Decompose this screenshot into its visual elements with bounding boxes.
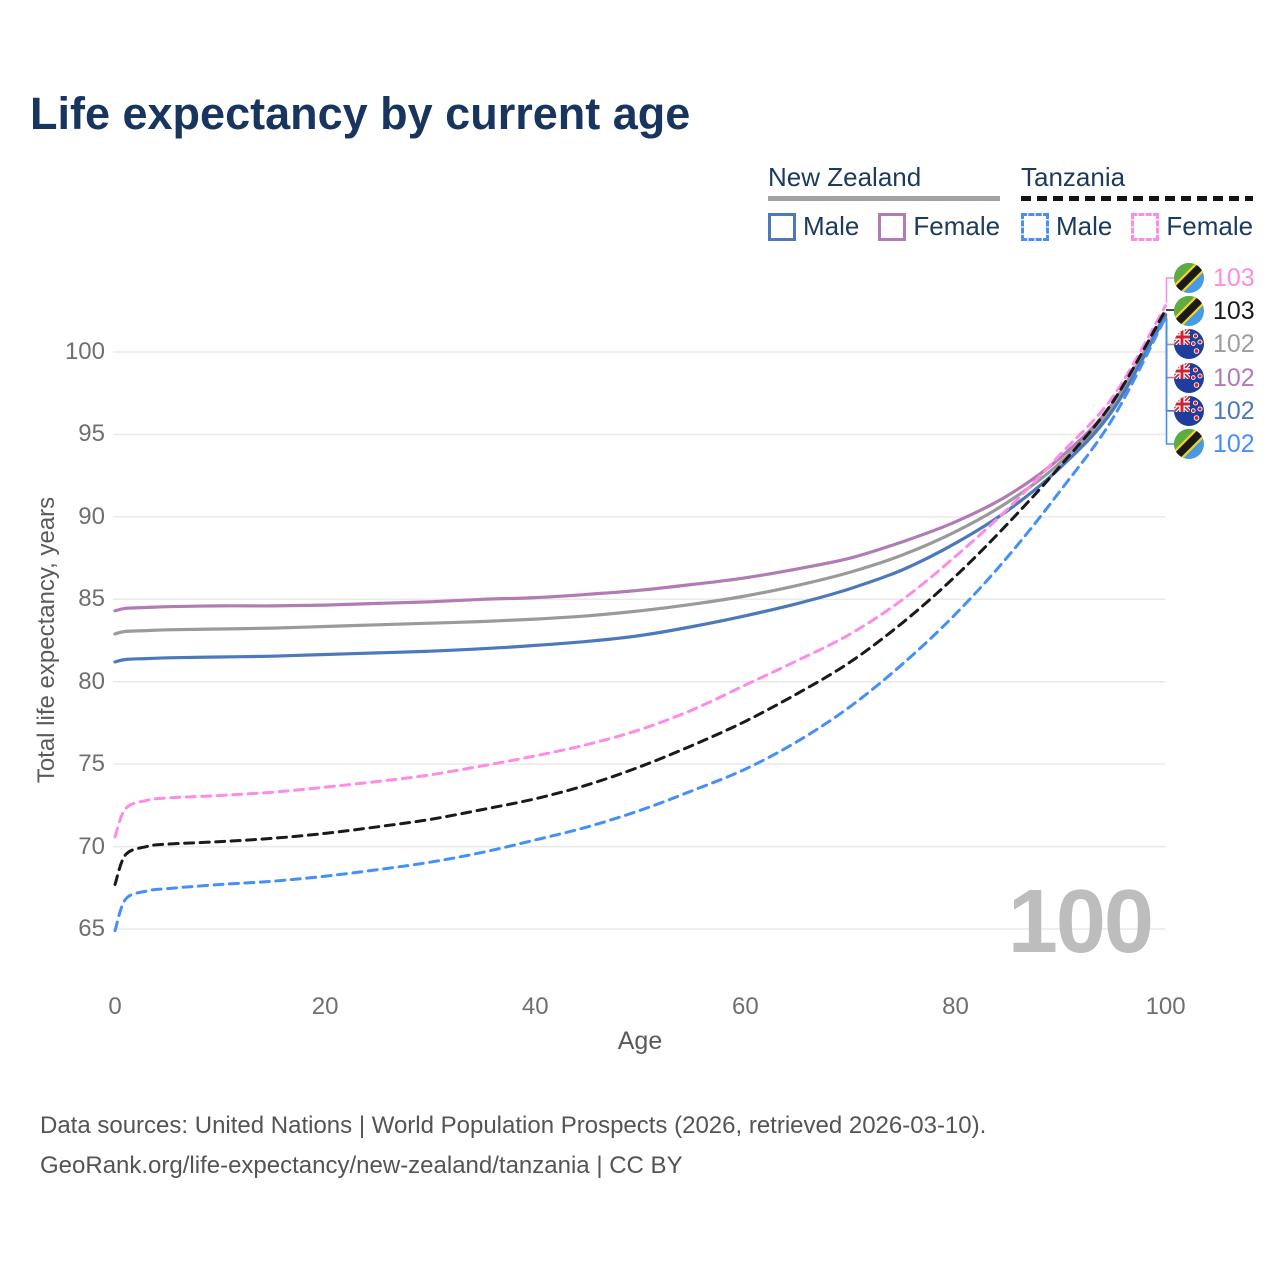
end-label-tanzania-both-sexes[interactable]: 103	[1174, 295, 1255, 328]
end-label-value: 102	[1213, 330, 1255, 359]
legend-item-nz-female[interactable]: Female	[878, 211, 1000, 242]
tanzania-flag-icon	[1174, 296, 1204, 327]
x-tick-label: 0	[108, 993, 122, 1020]
nz-female-swatch-icon	[878, 212, 907, 241]
tz-male-swatch-icon	[1021, 212, 1049, 241]
leader-lines	[1165, 277, 1176, 445]
end-label-value: 103	[1213, 297, 1255, 326]
legend-label-tz-male: Male	[1056, 211, 1113, 241]
tanzania-flag-icon	[1174, 429, 1204, 459]
legend-country-new-zealand[interactable]: New Zealand	[768, 162, 922, 192]
nz-male-swatch-icon	[768, 212, 796, 241]
y-tick-label: 90	[78, 502, 105, 530]
series-line-tanzania-both-sexes[interactable]	[113, 308, 1168, 886]
legend-underline-tanzania	[1021, 196, 1254, 201]
legend-label-nz-female: Female	[913, 211, 1001, 241]
legend-underline-new-zealand	[768, 196, 1001, 201]
end-label-new-zealand-male[interactable]: 102	[1174, 394, 1255, 427]
legend-row-new-zealand: Male Female	[768, 211, 1000, 242]
end-label-tanzania-female[interactable]: 103	[1174, 262, 1255, 295]
y-tick-label: 75	[78, 750, 105, 778]
new-zealand-flag-icon	[1174, 362, 1204, 393]
series-line-new-zealand-female[interactable]	[113, 312, 1168, 613]
new-zealand-flag	[1174, 395, 1204, 426]
tanzania-flag	[1174, 263, 1204, 293]
series-curves	[113, 304, 1168, 933]
end-label-value: 102	[1213, 363, 1255, 392]
y-tick-label: 65	[78, 915, 105, 942]
x-tick-label: 60	[732, 993, 759, 1020]
x-tick-label: 100	[1145, 993, 1186, 1020]
tz-female-swatch-icon	[1131, 212, 1160, 241]
x-tick-label: 20	[311, 993, 339, 1020]
data-sources-line: Data sources: United Nations | World Pop…	[40, 1112, 987, 1139]
end-label-new-zealand-both-sexes[interactable]: 102	[1174, 328, 1255, 361]
gridlines	[113, 351, 1166, 930]
leader-line	[1165, 277, 1176, 303]
tanzania-flag	[1174, 296, 1204, 327]
y-tick-label: 85	[78, 585, 105, 613]
legend-item-nz-male[interactable]: Male	[768, 211, 859, 242]
leader-line	[1165, 320, 1176, 445]
legend-label-tz-female: Female	[1166, 211, 1254, 241]
x-tick-label: 80	[942, 993, 969, 1020]
legend-group-tanzania: Tanzania Male Female	[1021, 162, 1254, 242]
series-line-tanzania-female[interactable]	[113, 304, 1168, 839]
legend-row-tanzania: Male Female	[1021, 211, 1253, 242]
attribution-line[interactable]: GeoRank.org/life-expectancy/new-zealand/…	[40, 1152, 683, 1179]
end-label-value: 102	[1213, 396, 1255, 425]
new-zealand-flag-icon	[1174, 395, 1204, 426]
legend-item-tz-male[interactable]: Male	[1021, 211, 1112, 242]
series-line-new-zealand-both-sexes[interactable]	[113, 313, 1168, 636]
x-tick-label: 40	[521, 993, 549, 1020]
legend-label-nz-male: Male	[803, 211, 860, 241]
watermark-age-counter: 100	[1008, 872, 1152, 972]
end-label-new-zealand-female[interactable]: 102	[1174, 361, 1255, 394]
x-axis-title: Age	[617, 1027, 663, 1055]
end-label-value: 103	[1213, 264, 1255, 292]
series-line-new-zealand-male[interactable]	[113, 314, 1168, 664]
new-zealand-flag	[1174, 362, 1204, 393]
y-tick-label: 80	[78, 667, 105, 695]
legend-item-tz-female[interactable]: Female	[1131, 211, 1253, 242]
new-zealand-flag	[1174, 329, 1204, 360]
tanzania-flag-icon	[1174, 263, 1204, 293]
series-line-tanzania-male[interactable]	[113, 315, 1168, 933]
new-zealand-flag-icon	[1174, 329, 1204, 360]
y-tick-label: 100	[64, 337, 105, 365]
end-label-tanzania-male[interactable]: 102	[1174, 428, 1255, 461]
footer: Data sources: United Nations | World Pop…	[40, 1106, 986, 1186]
end-label-value: 102	[1213, 430, 1255, 458]
y-axis-title: Total life expectancy, years	[33, 496, 60, 784]
legend-group-new-zealand: New Zealand Male Female	[768, 162, 1001, 242]
y-tick-label: 95	[78, 420, 105, 448]
legend-country-tanzania[interactable]: Tanzania	[1021, 162, 1126, 192]
page-title: Life expectancy by current age	[30, 88, 691, 139]
tanzania-flag	[1174, 429, 1204, 459]
y-tick-label: 70	[78, 832, 105, 860]
